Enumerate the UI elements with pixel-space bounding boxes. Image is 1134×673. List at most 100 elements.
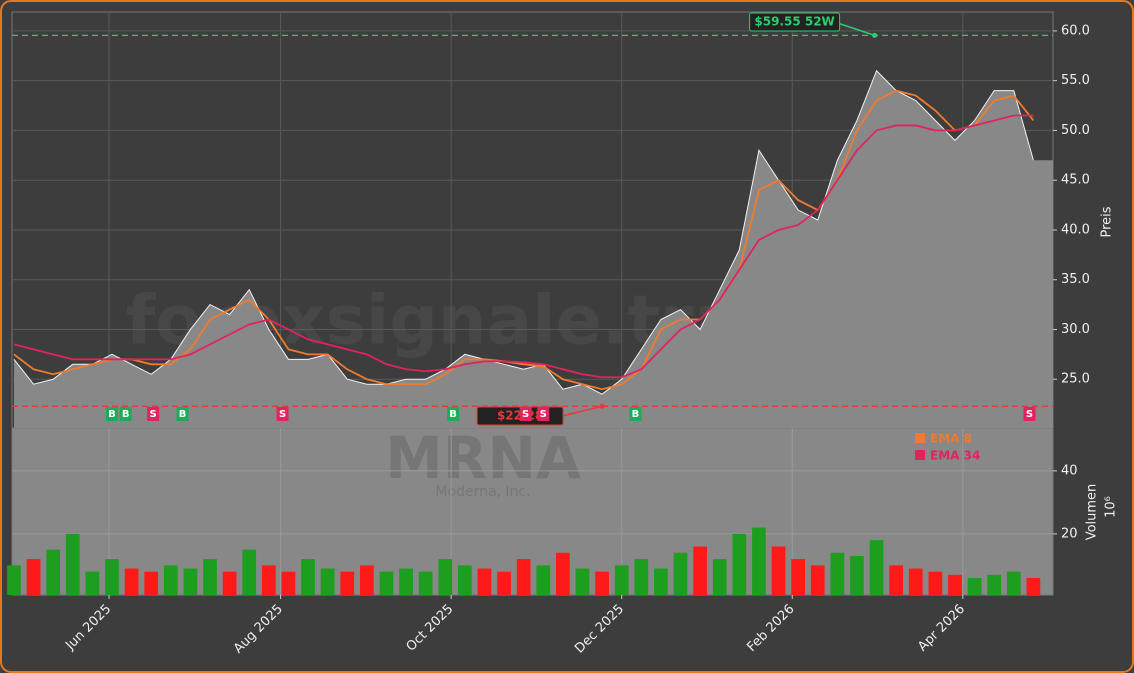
volume-bar <box>693 546 707 595</box>
volume-bar <box>928 571 943 595</box>
signal-box <box>119 407 132 421</box>
annotation-arrow <box>834 21 875 37</box>
volume-bar <box>242 549 257 595</box>
volume-bar <box>536 565 551 595</box>
y-tick-label: 20 <box>1061 526 1078 541</box>
legend-swatch <box>915 450 925 460</box>
y-axis-label: Preis <box>1100 206 1115 237</box>
volume-bar <box>1006 571 1021 595</box>
volume-bar <box>340 571 355 595</box>
volume-bar <box>830 552 845 595</box>
signal-label: S <box>279 409 286 420</box>
volume-bar <box>791 559 806 595</box>
volume-bar <box>203 559 217 595</box>
price-line <box>13 69 1034 395</box>
volume-bar <box>85 571 100 595</box>
watermark-ticker: MRNA <box>385 424 581 492</box>
volume-bar <box>477 568 492 595</box>
volume-bar <box>183 568 198 595</box>
volume-bar <box>458 565 472 595</box>
volume-bar <box>850 555 864 595</box>
volume-bar <box>752 527 766 595</box>
volume-bar <box>379 571 394 595</box>
volume-bar <box>732 533 747 595</box>
volume-bar <box>144 571 159 595</box>
signal-box <box>1023 407 1036 421</box>
volume-bar <box>908 568 923 595</box>
y-tick-label: 50.0 <box>1061 123 1090 138</box>
volume-bar <box>497 571 511 595</box>
volume-unit: 10⁶ <box>1104 496 1119 518</box>
volume-bar <box>575 568 590 595</box>
volume-bar <box>967 577 982 595</box>
volume-bar <box>987 574 1002 595</box>
volume-bar <box>438 559 453 595</box>
volume-bar <box>810 565 825 595</box>
y-tick-label: 40 <box>1061 463 1078 478</box>
volume-bar <box>261 565 276 595</box>
volume-bar <box>712 559 727 595</box>
volume-bar <box>1026 577 1041 595</box>
volume-bar <box>359 565 374 595</box>
ema-line <box>13 114 1034 379</box>
volume-bar <box>65 533 80 595</box>
y-tick-label: 60.0 <box>1061 23 1090 38</box>
volume-bar <box>654 568 668 595</box>
price-area <box>13 70 1054 428</box>
watermark-company: Moderna, Inc. <box>435 484 530 500</box>
signal-box <box>519 407 532 421</box>
y-tick-label: 45.0 <box>1061 173 1090 188</box>
signal-label: B <box>108 409 116 420</box>
volume-bar <box>46 549 61 595</box>
signal-box <box>629 407 642 421</box>
volume-bar <box>105 559 119 595</box>
volume-bar <box>222 571 237 595</box>
volume-bar <box>869 540 884 595</box>
volume-bar <box>7 565 21 595</box>
signal-box <box>537 407 550 421</box>
signal-box <box>176 407 189 421</box>
legend-label: EMA 34 <box>930 449 980 463</box>
signal-box <box>276 407 289 421</box>
y-tick-label: 35.0 <box>1061 272 1090 287</box>
volume-bar <box>673 552 688 595</box>
signal-label: S <box>522 409 529 420</box>
ema-line <box>13 89 1035 391</box>
y-tick-label: 40.0 <box>1061 222 1090 237</box>
volume-bar <box>399 568 413 595</box>
signal-box <box>105 407 118 421</box>
volume-bar <box>418 571 433 595</box>
volume-bar <box>281 571 296 595</box>
annotation-point <box>872 32 878 38</box>
signal-label: B <box>632 409 640 420</box>
y-tick-label: 30.0 <box>1061 322 1090 337</box>
volume-bar <box>948 574 962 595</box>
volume-bar <box>301 559 315 595</box>
annotation-point <box>599 403 605 409</box>
volume-bar <box>614 565 629 595</box>
volume-bar <box>124 568 139 595</box>
signal-label: B <box>179 409 187 420</box>
annotation-label: $59.55 52W <box>754 15 834 29</box>
volume-axis-label: Volumen <box>1085 484 1100 541</box>
signal-box <box>147 407 160 421</box>
signal-label: B <box>449 409 457 420</box>
signal-label: S <box>540 409 547 420</box>
volume-bar <box>634 559 649 595</box>
volume-bar <box>163 565 178 595</box>
signal-label: S <box>1026 409 1033 420</box>
y-tick-label: 55.0 <box>1061 73 1090 88</box>
volume-bar <box>320 568 335 595</box>
volume-bar <box>771 546 786 595</box>
annotation-box <box>749 12 841 32</box>
volume-bar <box>556 552 570 595</box>
signal-label: S <box>150 409 157 420</box>
signal-box <box>447 407 460 421</box>
y-tick-label: 25.0 <box>1061 372 1090 387</box>
volume-bar <box>595 571 609 595</box>
signal-label: B <box>122 409 130 420</box>
annotation-arrow <box>561 405 603 417</box>
volume-bar <box>26 559 41 595</box>
